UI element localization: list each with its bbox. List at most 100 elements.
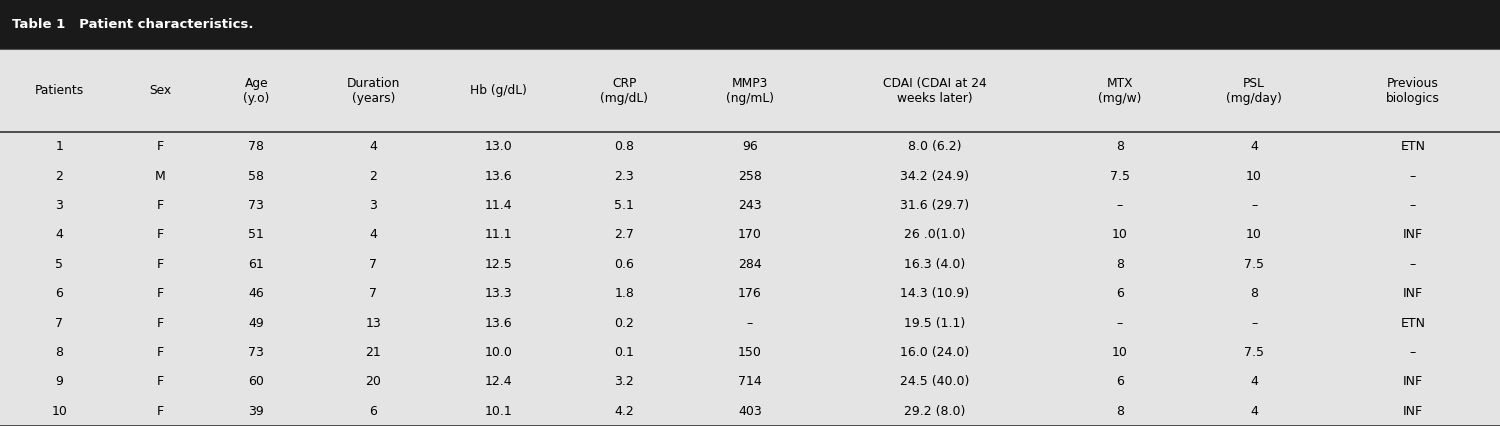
Text: 10.1: 10.1 (484, 405, 513, 418)
Text: Patients: Patients (34, 84, 84, 97)
Text: 7: 7 (369, 258, 378, 271)
Text: 714: 714 (738, 375, 762, 389)
Text: 11.1: 11.1 (484, 228, 513, 242)
Text: –: – (1410, 199, 1416, 212)
Text: 10: 10 (1246, 170, 1262, 183)
Bar (0, 191, 1500, 220)
Text: –: – (1116, 317, 1124, 330)
Text: F: F (158, 346, 164, 359)
Text: 12.5: 12.5 (484, 258, 513, 271)
Text: 4: 4 (1250, 405, 1258, 418)
Text: –: – (1116, 199, 1124, 212)
Text: INF: INF (1402, 405, 1423, 418)
Text: 26 .0(1.0): 26 .0(1.0) (904, 228, 966, 242)
Text: 49: 49 (249, 317, 264, 330)
Text: –: – (1251, 199, 1257, 212)
Text: 13: 13 (366, 317, 381, 330)
Text: F: F (158, 199, 164, 212)
Text: 13.6: 13.6 (484, 170, 513, 183)
Text: 21: 21 (366, 346, 381, 359)
Text: CDAI (CDAI at 24
weeks later): CDAI (CDAI at 24 weeks later) (884, 77, 987, 104)
Text: 73: 73 (249, 346, 264, 359)
Text: M: M (154, 170, 166, 183)
Bar (0, 338, 1500, 367)
Bar (0, 161, 1500, 191)
Text: 5.1: 5.1 (615, 199, 634, 212)
Text: –: – (1251, 317, 1257, 330)
Text: 73: 73 (249, 199, 264, 212)
Text: 6: 6 (1116, 375, 1124, 389)
Text: 4: 4 (369, 140, 376, 153)
Text: –: – (1410, 170, 1416, 183)
Text: 96: 96 (742, 140, 758, 153)
Text: 7.5: 7.5 (1244, 258, 1264, 271)
Text: 6: 6 (56, 287, 63, 300)
Text: MTX
(mg/w): MTX (mg/w) (1098, 77, 1142, 104)
Text: 4: 4 (1250, 375, 1258, 389)
Text: 10: 10 (1246, 228, 1262, 242)
Bar (0, 250, 1500, 279)
Text: 51: 51 (249, 228, 264, 242)
Text: 8.0 (6.2): 8.0 (6.2) (908, 140, 962, 153)
Bar (0, 367, 1500, 397)
Text: ETN: ETN (1401, 317, 1425, 330)
Text: F: F (158, 287, 164, 300)
Bar (0, 0, 1500, 49)
Text: 1: 1 (56, 140, 63, 153)
Text: INF: INF (1402, 287, 1423, 300)
Text: 176: 176 (738, 287, 762, 300)
Text: 0.1: 0.1 (615, 346, 634, 359)
Text: Sex: Sex (150, 84, 171, 97)
Text: 14.3 (10.9): 14.3 (10.9) (900, 287, 969, 300)
Text: 8: 8 (1116, 140, 1124, 153)
Text: 9: 9 (56, 375, 63, 389)
Text: 10: 10 (1112, 346, 1128, 359)
Text: 10: 10 (51, 405, 68, 418)
Text: 16.3 (4.0): 16.3 (4.0) (904, 258, 966, 271)
Bar (0, 279, 1500, 308)
Text: F: F (158, 405, 164, 418)
Text: 10.0: 10.0 (484, 346, 513, 359)
Text: 0.6: 0.6 (615, 258, 634, 271)
Text: 2.7: 2.7 (615, 228, 634, 242)
Text: 19.5 (1.1): 19.5 (1.1) (904, 317, 966, 330)
Text: 8: 8 (1250, 287, 1258, 300)
Text: 4: 4 (56, 228, 63, 242)
Text: 4.2: 4.2 (615, 405, 634, 418)
Text: Age
(y.o): Age (y.o) (243, 77, 270, 104)
Text: 78: 78 (249, 140, 264, 153)
Text: 13.0: 13.0 (484, 140, 513, 153)
Text: 0.2: 0.2 (615, 317, 634, 330)
Bar (0, 220, 1500, 250)
Bar (0, 49, 1500, 132)
Text: INF: INF (1402, 375, 1423, 389)
Text: 3: 3 (56, 199, 63, 212)
Text: 7: 7 (369, 287, 378, 300)
Text: 8: 8 (1116, 405, 1124, 418)
Text: –: – (1410, 258, 1416, 271)
Text: 5: 5 (56, 258, 63, 271)
Text: 150: 150 (738, 346, 762, 359)
Text: 61: 61 (249, 258, 264, 271)
Text: 13.6: 13.6 (484, 317, 513, 330)
Text: ETN: ETN (1401, 140, 1425, 153)
Text: 10: 10 (1112, 228, 1128, 242)
Text: Hb (g/dL): Hb (g/dL) (471, 84, 528, 97)
Text: MMP3
(ng/mL): MMP3 (ng/mL) (726, 77, 774, 104)
Text: 2.3: 2.3 (615, 170, 634, 183)
Text: Table 1   Patient characteristics.: Table 1 Patient characteristics. (12, 18, 254, 31)
Text: 20: 20 (366, 375, 381, 389)
Text: CRP
(mg/dL): CRP (mg/dL) (600, 77, 648, 104)
Bar (0, 132, 1500, 161)
Text: 13.3: 13.3 (484, 287, 513, 300)
Text: 29.2 (8.0): 29.2 (8.0) (904, 405, 966, 418)
Text: F: F (158, 375, 164, 389)
Text: 170: 170 (738, 228, 762, 242)
Text: 39: 39 (249, 405, 264, 418)
Text: 6: 6 (369, 405, 376, 418)
Text: –: – (747, 317, 753, 330)
Text: –: – (1410, 346, 1416, 359)
Text: 8: 8 (1116, 258, 1124, 271)
Text: 12.4: 12.4 (484, 375, 513, 389)
Text: 2: 2 (56, 170, 63, 183)
